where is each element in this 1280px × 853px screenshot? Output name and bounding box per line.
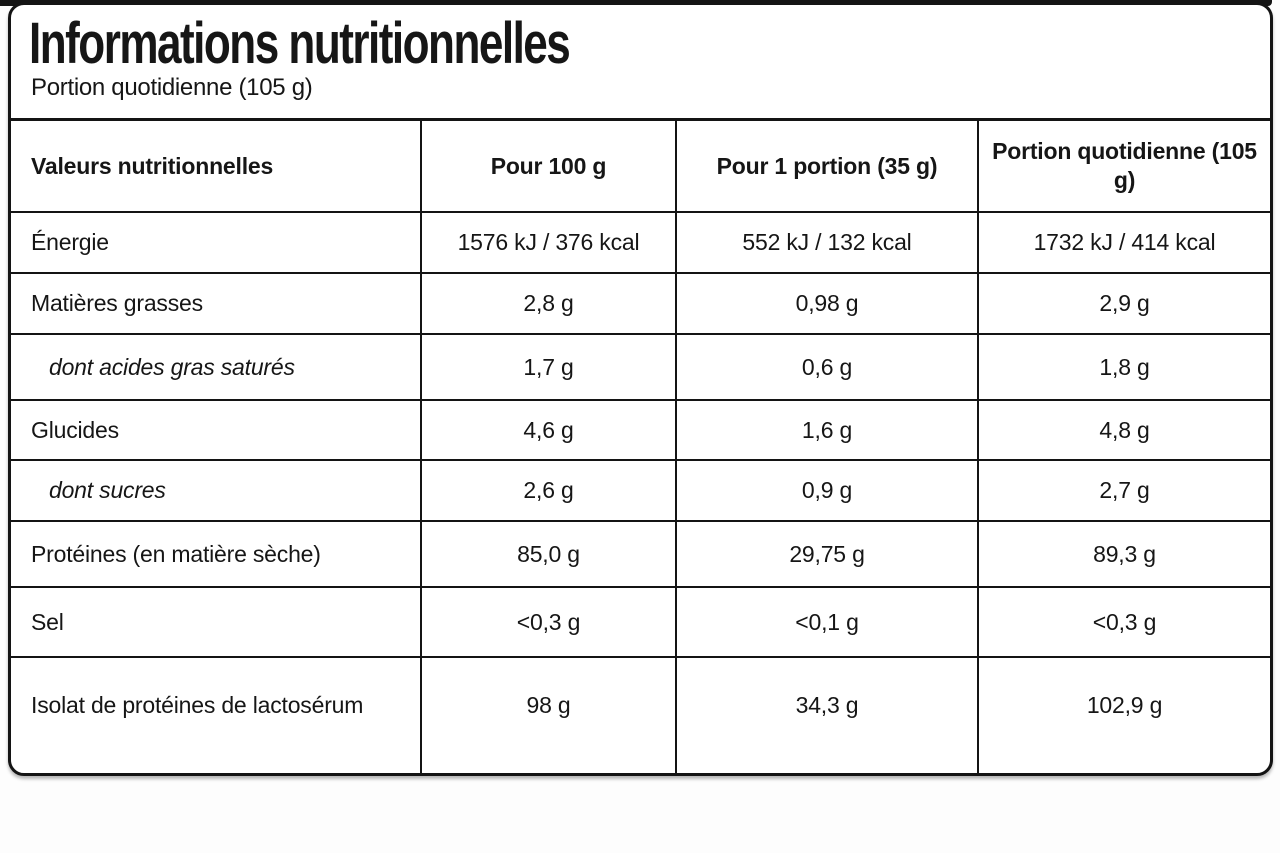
- row-label: Matières grasses: [11, 272, 422, 335]
- page-subtitle: Portion quotidienne (105 g): [31, 74, 313, 102]
- column-header-per-portion: Pour 1 portion (35 g): [675, 120, 979, 213]
- row-label: dont sucres: [11, 459, 422, 522]
- row-value: 2,8 g: [420, 272, 677, 335]
- row-label: Isolat de protéines de lactosérum: [11, 656, 422, 773]
- nutrition-table-wrapper: Valeurs nutritionnelles Pour 100 g Pour …: [11, 118, 1270, 773]
- row-value: <0,1 g: [675, 586, 979, 658]
- row-value: 29,75 g: [675, 520, 979, 588]
- row-value: 552 kJ / 132 kcal: [675, 211, 979, 274]
- row-value: 34,3 g: [675, 656, 979, 773]
- table-row-sel: Sel <0,3 g <0,1 g <0,3 g: [11, 586, 1270, 658]
- row-value: 102,9 g: [977, 656, 1270, 773]
- table-row-sucres: dont sucres 2,6 g 0,9 g 2,7 g: [11, 459, 1270, 522]
- column-header-daily-portion: Portion quotidienne (105 g): [977, 120, 1270, 213]
- column-header-per-100g: Pour 100 g: [420, 120, 677, 213]
- row-value: <0,3 g: [977, 586, 1270, 658]
- row-value: 85,0 g: [420, 520, 677, 588]
- table-row-matieres-grasses: Matières grasses 2,8 g 0,98 g 2,9 g: [11, 272, 1270, 335]
- table-row-acides-gras-satures: dont acides gras saturés 1,7 g 0,6 g 1,8…: [11, 333, 1270, 401]
- page-title: Informations nutritionnelles: [29, 11, 571, 76]
- row-label: Sel: [11, 586, 422, 658]
- row-label: Glucides: [11, 399, 422, 461]
- table-row-isolat-proteines: Isolat de protéines de lactosérum 98 g 3…: [11, 656, 1270, 773]
- row-value: 1732 kJ / 414 kcal: [977, 211, 1270, 274]
- table-row-energie: Énergie 1576 kJ / 376 kcal 552 kJ / 132 …: [11, 211, 1270, 274]
- column-header-nutrient: Valeurs nutritionnelles: [11, 120, 422, 213]
- row-value: 4,6 g: [420, 399, 677, 461]
- row-value: 1,7 g: [420, 333, 677, 401]
- table-row-proteines: Protéines (en matière sèche) 85,0 g 29,7…: [11, 520, 1270, 588]
- row-value: 98 g: [420, 656, 677, 773]
- row-value: 0,9 g: [675, 459, 979, 522]
- nutrition-label: Informations nutritionnelles Portion quo…: [8, 2, 1273, 776]
- row-value: 2,7 g: [977, 459, 1270, 522]
- row-value: 89,3 g: [977, 520, 1270, 588]
- title-block: Informations nutritionnelles Portion quo…: [11, 5, 1270, 118]
- row-value: 2,6 g: [420, 459, 677, 522]
- row-label: Protéines (en matière sèche): [11, 520, 422, 588]
- row-value: 0,6 g: [675, 333, 979, 401]
- row-label: dont acides gras saturés: [11, 333, 422, 401]
- row-value: 1,8 g: [977, 333, 1270, 401]
- table-row-glucides: Glucides 4,6 g 1,6 g 4,8 g: [11, 399, 1270, 461]
- nutrition-table: Valeurs nutritionnelles Pour 100 g Pour …: [11, 120, 1270, 773]
- row-value: 1576 kJ / 376 kcal: [420, 211, 677, 274]
- row-label: Énergie: [11, 211, 422, 274]
- row-value: 0,98 g: [675, 272, 979, 335]
- row-value: 1,6 g: [675, 399, 979, 461]
- row-value: <0,3 g: [420, 586, 677, 658]
- header-row: Valeurs nutritionnelles Pour 100 g Pour …: [11, 120, 1270, 213]
- row-value: 4,8 g: [977, 399, 1270, 461]
- row-value: 2,9 g: [977, 272, 1270, 335]
